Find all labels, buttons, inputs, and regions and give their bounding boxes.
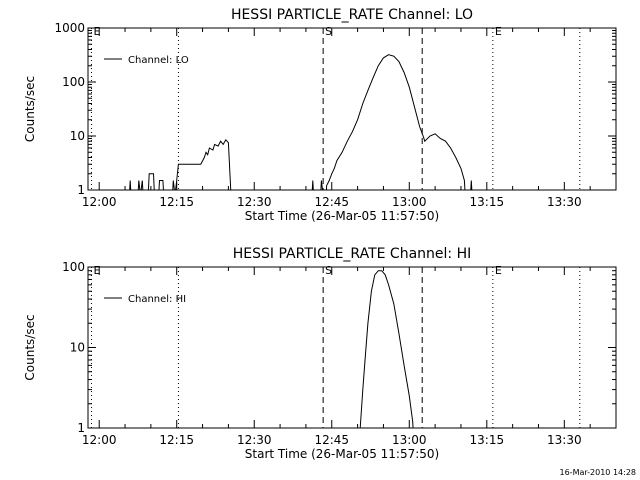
x-axis-label: Start Time (26-Mar-05 11:57:50) — [245, 447, 439, 461]
x-axis-label: Start Time (26-Mar-05 11:57:50) — [245, 209, 439, 223]
footer-timestamp: 16-Mar-2010 14:28 — [559, 468, 637, 477]
chart-panel-2: HESSI PARTICLE_RATE Channel: HI 1 10 100 12:… — [23, 246, 617, 461]
series-line — [359, 270, 414, 428]
x-tick-label: 13:30 — [547, 433, 582, 447]
x-tick-label: 12:00 — [82, 195, 117, 209]
y-tick-label: 1000 — [54, 21, 85, 35]
series-line — [129, 54, 473, 190]
marker-label: E — [93, 25, 100, 38]
x-tick-label: 13:00 — [392, 433, 427, 447]
x-tick-label: 13:15 — [470, 195, 505, 209]
y-tick-label: 100 — [62, 260, 85, 274]
marker-label: E — [495, 264, 502, 277]
x-tick-label: 12:45 — [314, 433, 349, 447]
y-axis-label: Counts/sec — [23, 314, 37, 380]
x-tick-label: 13:15 — [470, 433, 505, 447]
x-tick-label: 12:30 — [237, 195, 272, 209]
plot-frame — [87, 27, 617, 191]
y-tick-label: 1 — [77, 421, 85, 435]
legend-entry: Channel: LO — [128, 55, 189, 66]
y-tick-label: 1 — [77, 183, 85, 197]
marker-label: S — [325, 264, 332, 277]
plot-frame — [87, 266, 617, 429]
legend-entry: Channel: HI — [128, 294, 186, 305]
x-tick-label: 12:30 — [237, 433, 272, 447]
chart-title: HESSI PARTICLE_RATE Channel: HI — [233, 246, 471, 262]
x-tick-label: 13:00 — [392, 195, 427, 209]
x-tick-label: 13:30 — [547, 195, 582, 209]
chart-panel-1: HESSI PARTICLE_RATE Channel: LO 1 10 100 100… — [23, 7, 617, 223]
y-tick-label: 10 — [70, 129, 85, 143]
x-tick-label: 12:15 — [159, 433, 194, 447]
marker-label: E — [93, 264, 100, 277]
marker-label: S — [325, 25, 332, 38]
marker-label: E — [495, 25, 502, 38]
y-tick-label: 100 — [62, 75, 85, 89]
y-axis-label: Counts/sec — [23, 76, 37, 142]
x-tick-label: 12:45 — [314, 195, 349, 209]
y-tick-label: 10 — [70, 341, 85, 355]
x-tick-label: 12:00 — [82, 433, 117, 447]
chart-title: HESSI PARTICLE_RATE Channel: LO — [231, 7, 473, 23]
x-tick-label: 12:15 — [159, 195, 194, 209]
